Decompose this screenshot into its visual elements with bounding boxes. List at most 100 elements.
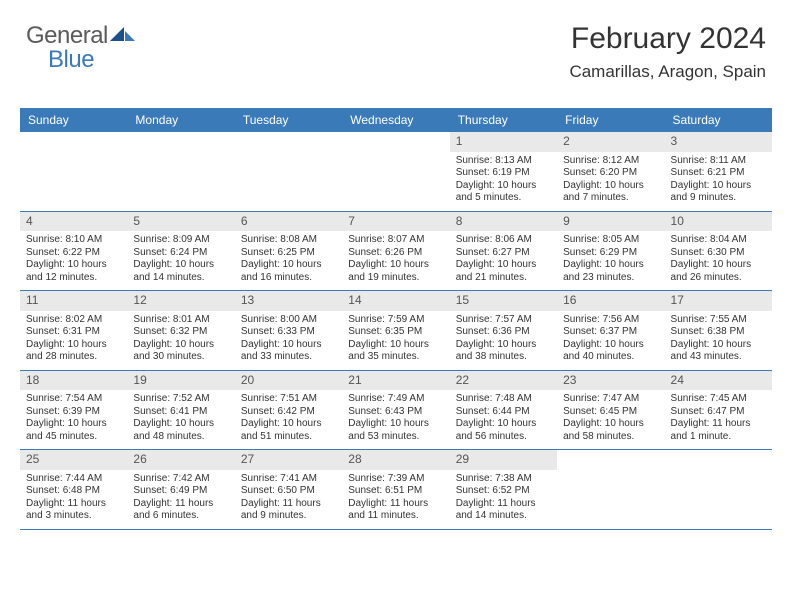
sunset-text: Sunset: 6:44 PM	[456, 406, 551, 419]
day-cell: 7Sunrise: 8:07 AMSunset: 6:26 PMDaylight…	[342, 212, 449, 291]
day-cell	[665, 450, 772, 529]
day-number-bar: 17	[665, 291, 772, 311]
daylight-text: Daylight: 10 hours	[456, 259, 551, 272]
daylight-text: and 7 minutes.	[563, 192, 658, 205]
day-cell: 15Sunrise: 7:57 AMSunset: 6:36 PMDayligh…	[450, 291, 557, 370]
day-cell: 29Sunrise: 7:38 AMSunset: 6:52 PMDayligh…	[450, 450, 557, 529]
sunrise-text: Sunrise: 8:10 AM	[26, 234, 121, 247]
day-number-bar: 18	[20, 371, 127, 391]
daylight-text: and 6 minutes.	[133, 510, 228, 523]
sunrise-text: Sunrise: 8:04 AM	[671, 234, 766, 247]
daylight-text: and 3 minutes.	[26, 510, 121, 523]
daylight-text: Daylight: 10 hours	[133, 259, 228, 272]
sunrise-text: Sunrise: 7:44 AM	[26, 473, 121, 486]
sunset-text: Sunset: 6:47 PM	[671, 406, 766, 419]
daylight-text: and 1 minute.	[671, 431, 766, 444]
sunrise-text: Sunrise: 8:08 AM	[241, 234, 336, 247]
daylight-text: Daylight: 11 hours	[348, 498, 443, 511]
logo-word-b: Blue	[48, 46, 94, 73]
sunrise-text: Sunrise: 7:41 AM	[241, 473, 336, 486]
day-number-bar: 28	[342, 450, 449, 470]
sunset-text: Sunset: 6:35 PM	[348, 326, 443, 339]
month-title: February 2024	[569, 22, 766, 56]
daylight-text: and 11 minutes.	[348, 510, 443, 523]
day-cell	[235, 132, 342, 211]
sunset-text: Sunset: 6:49 PM	[133, 485, 228, 498]
day-header: Monday	[127, 108, 234, 132]
day-cell: 3Sunrise: 8:11 AMSunset: 6:21 PMDaylight…	[665, 132, 772, 211]
day-number-bar: 3	[665, 132, 772, 152]
day-cell: 18Sunrise: 7:54 AMSunset: 6:39 PMDayligh…	[20, 371, 127, 450]
day-number: 28	[348, 452, 361, 466]
day-header: Tuesday	[235, 108, 342, 132]
sunset-text: Sunset: 6:24 PM	[133, 247, 228, 260]
sunset-text: Sunset: 6:21 PM	[671, 167, 766, 180]
day-number: 29	[456, 452, 469, 466]
day-number: 22	[456, 373, 469, 387]
sunset-text: Sunset: 6:33 PM	[241, 326, 336, 339]
daylight-text: Daylight: 11 hours	[456, 498, 551, 511]
day-cell: 19Sunrise: 7:52 AMSunset: 6:41 PMDayligh…	[127, 371, 234, 450]
sunset-text: Sunset: 6:25 PM	[241, 247, 336, 260]
daylight-text: Daylight: 10 hours	[563, 180, 658, 193]
daylight-text: and 5 minutes.	[456, 192, 551, 205]
day-number-bar: 10	[665, 212, 772, 232]
daylight-text: and 51 minutes.	[241, 431, 336, 444]
sunrise-text: Sunrise: 7:52 AM	[133, 393, 228, 406]
day-cell: 1Sunrise: 8:13 AMSunset: 6:19 PMDaylight…	[450, 132, 557, 211]
daylight-text: Daylight: 10 hours	[563, 418, 658, 431]
daylight-text: Daylight: 10 hours	[26, 418, 121, 431]
daylight-text: and 9 minutes.	[241, 510, 336, 523]
sunrise-text: Sunrise: 8:13 AM	[456, 155, 551, 168]
day-number-bar: 22	[450, 371, 557, 391]
day-header: Wednesday	[342, 108, 449, 132]
day-number-bar: 27	[235, 450, 342, 470]
sunrise-text: Sunrise: 7:57 AM	[456, 314, 551, 327]
day-number: 14	[348, 293, 361, 307]
sunrise-text: Sunrise: 8:06 AM	[456, 234, 551, 247]
day-cell: 8Sunrise: 8:06 AMSunset: 6:27 PMDaylight…	[450, 212, 557, 291]
day-cell: 11Sunrise: 8:02 AMSunset: 6:31 PMDayligh…	[20, 291, 127, 370]
logo-sail-icon	[110, 23, 136, 50]
sunset-text: Sunset: 6:51 PM	[348, 485, 443, 498]
day-number: 2	[563, 134, 570, 148]
daylight-text: and 45 minutes.	[26, 431, 121, 444]
day-number-bar: 19	[127, 371, 234, 391]
day-number-bar: 25	[20, 450, 127, 470]
week-row: 11Sunrise: 8:02 AMSunset: 6:31 PMDayligh…	[20, 291, 772, 371]
daylight-text: Daylight: 10 hours	[671, 180, 766, 193]
sunset-text: Sunset: 6:50 PM	[241, 485, 336, 498]
daylight-text: Daylight: 10 hours	[133, 339, 228, 352]
day-cell: 27Sunrise: 7:41 AMSunset: 6:50 PMDayligh…	[235, 450, 342, 529]
day-number-bar: 26	[127, 450, 234, 470]
day-number-bar: 14	[342, 291, 449, 311]
daylight-text: Daylight: 10 hours	[456, 180, 551, 193]
sunset-text: Sunset: 6:39 PM	[26, 406, 121, 419]
sunrise-text: Sunrise: 7:48 AM	[456, 393, 551, 406]
day-number-bar: 16	[557, 291, 664, 311]
daylight-text: Daylight: 10 hours	[348, 339, 443, 352]
sunset-text: Sunset: 6:31 PM	[26, 326, 121, 339]
sunset-text: Sunset: 6:48 PM	[26, 485, 121, 498]
day-cell: 4Sunrise: 8:10 AMSunset: 6:22 PMDaylight…	[20, 212, 127, 291]
day-number: 23	[563, 373, 576, 387]
sunrise-text: Sunrise: 8:00 AM	[241, 314, 336, 327]
day-number: 18	[26, 373, 39, 387]
daylight-text: and 14 minutes.	[456, 510, 551, 523]
day-number: 17	[671, 293, 684, 307]
daylight-text: Daylight: 10 hours	[563, 339, 658, 352]
sunset-text: Sunset: 6:42 PM	[241, 406, 336, 419]
daylight-text: and 19 minutes.	[348, 272, 443, 285]
daylight-text: Daylight: 10 hours	[456, 339, 551, 352]
sunset-text: Sunset: 6:29 PM	[563, 247, 658, 260]
sunset-text: Sunset: 6:37 PM	[563, 326, 658, 339]
location-label: Camarillas, Aragon, Spain	[569, 62, 766, 82]
day-number: 8	[456, 214, 463, 228]
sunrise-text: Sunrise: 7:56 AM	[563, 314, 658, 327]
day-number: 19	[133, 373, 146, 387]
sunrise-text: Sunrise: 7:42 AM	[133, 473, 228, 486]
day-number: 3	[671, 134, 678, 148]
daylight-text: and 12 minutes.	[26, 272, 121, 285]
header-right: February 2024 Camarillas, Aragon, Spain	[569, 22, 766, 82]
day-header: Sunday	[20, 108, 127, 132]
